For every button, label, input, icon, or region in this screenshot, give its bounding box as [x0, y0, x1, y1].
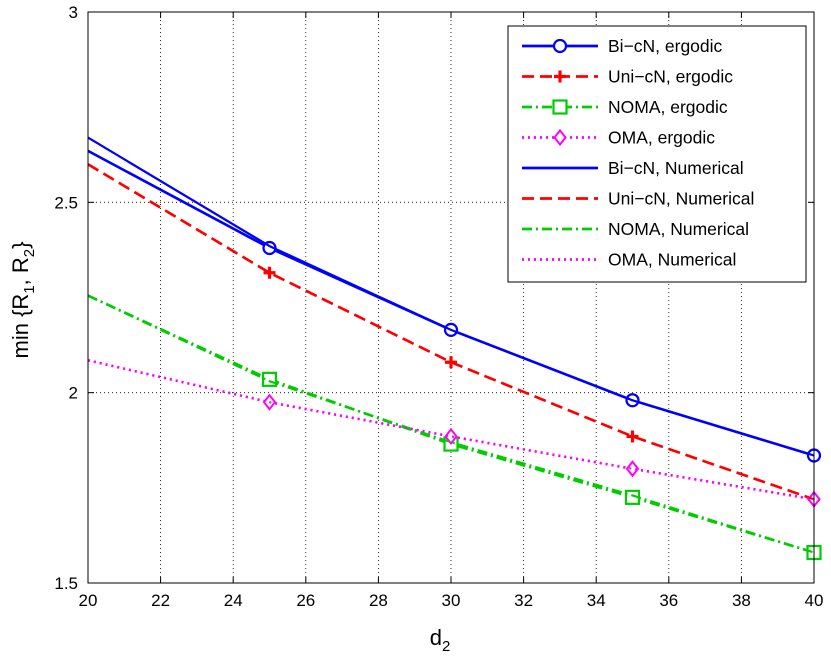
data-point-marker	[626, 430, 639, 443]
y-tick-label: 1.5	[54, 574, 78, 593]
legend-label: OMA, Numerical	[608, 250, 736, 270]
x-tick-label: 30	[442, 591, 461, 610]
legend-entry: Uni−cN, ergodic	[522, 67, 733, 87]
series-line	[87, 163, 815, 501]
legend-entry: Bi−cN, ergodic	[522, 36, 723, 56]
x-tick-label: 40	[805, 591, 824, 610]
legend-label: Uni−cN, ergodic	[608, 67, 733, 87]
y-tick-label: 2	[69, 384, 78, 403]
x-tick-label: 20	[79, 591, 98, 610]
x-tick-label: 28	[369, 591, 388, 610]
x-tick-label: 34	[587, 591, 606, 610]
x-axis-label: d2	[430, 625, 451, 655]
axis-ticks: 20 22 24 26 28 30 32 34 36 38 40 1.5 2 2.5 3	[54, 3, 823, 610]
y-tick-label: 2.5	[54, 193, 78, 212]
legend-label: NOMA, Numerical	[608, 219, 749, 239]
legend-label: Bi−cN, ergodic	[608, 36, 723, 56]
series-group	[87, 136, 822, 561]
data-point-marker	[263, 266, 276, 279]
legend-label: OMA, ergodic	[608, 128, 715, 148]
legend-entry: Bi−cN, Numerical	[522, 158, 744, 178]
legend-marker	[552, 99, 568, 115]
legend-entry: NOMA, ergodic	[522, 97, 728, 117]
legend-label: Uni−cN, Numerical	[608, 189, 754, 209]
legend-label: Bi−cN, Numerical	[608, 158, 744, 178]
series-line	[87, 136, 815, 457]
legend-entry: OMA, ergodic	[522, 128, 715, 148]
x-tick-label: 32	[514, 591, 533, 610]
series-uni-cn-numerical	[87, 163, 815, 501]
x-tick-label: 26	[296, 591, 315, 610]
y-tick-label: 3	[69, 3, 78, 22]
x-tick-label: 22	[151, 591, 170, 610]
series-bi-cn-numerical	[87, 136, 815, 457]
data-point-marker	[445, 356, 457, 369]
series-noma-numerical	[87, 294, 815, 554]
legend-entry: OMA, Numerical	[522, 250, 736, 270]
x-tick-label: 38	[732, 591, 751, 610]
x-tick-label: 36	[659, 591, 678, 610]
x-tick-label: 24	[224, 591, 243, 610]
legend-marker	[554, 70, 566, 83]
y-axis-label: min {R1, R2}	[8, 242, 38, 359]
data-point-marker	[444, 427, 458, 446]
legend-box	[507, 25, 807, 283]
legend-marker	[552, 38, 568, 54]
data-point-marker	[625, 460, 640, 478]
legend-marker	[553, 128, 567, 147]
series-line	[87, 294, 815, 554]
legend-entry: NOMA, Numerical	[522, 219, 749, 239]
legend: Bi−cN, ergodic Uni−cN, ergodic NOMA, ergod…	[507, 25, 807, 283]
series-line	[87, 294, 815, 554]
series-oma-ergodic	[87, 359, 821, 508]
legend-entry: Uni−cN, Numerical	[522, 189, 754, 209]
legend-label: NOMA, ergodic	[608, 97, 728, 117]
